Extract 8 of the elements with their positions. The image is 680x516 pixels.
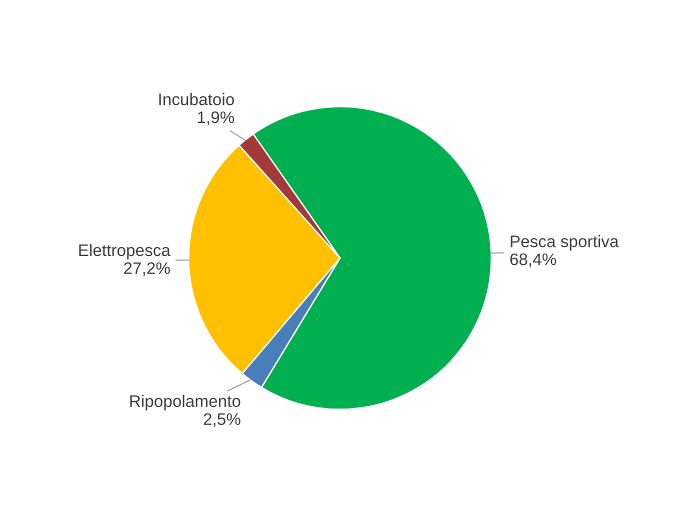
data-label: 2,5% [204, 413, 240, 427]
slice-label: Pesca sportiva [510, 235, 619, 251]
data-label: 1,9% [198, 111, 234, 126]
data-label: 27,2% [124, 262, 170, 276]
slice-label: Ripopolamento [130, 394, 240, 410]
slice-label: Elettropesca [79, 244, 170, 260]
data-label: 68,4% [510, 253, 556, 268]
slice-label: Incubatoio [159, 93, 234, 106]
